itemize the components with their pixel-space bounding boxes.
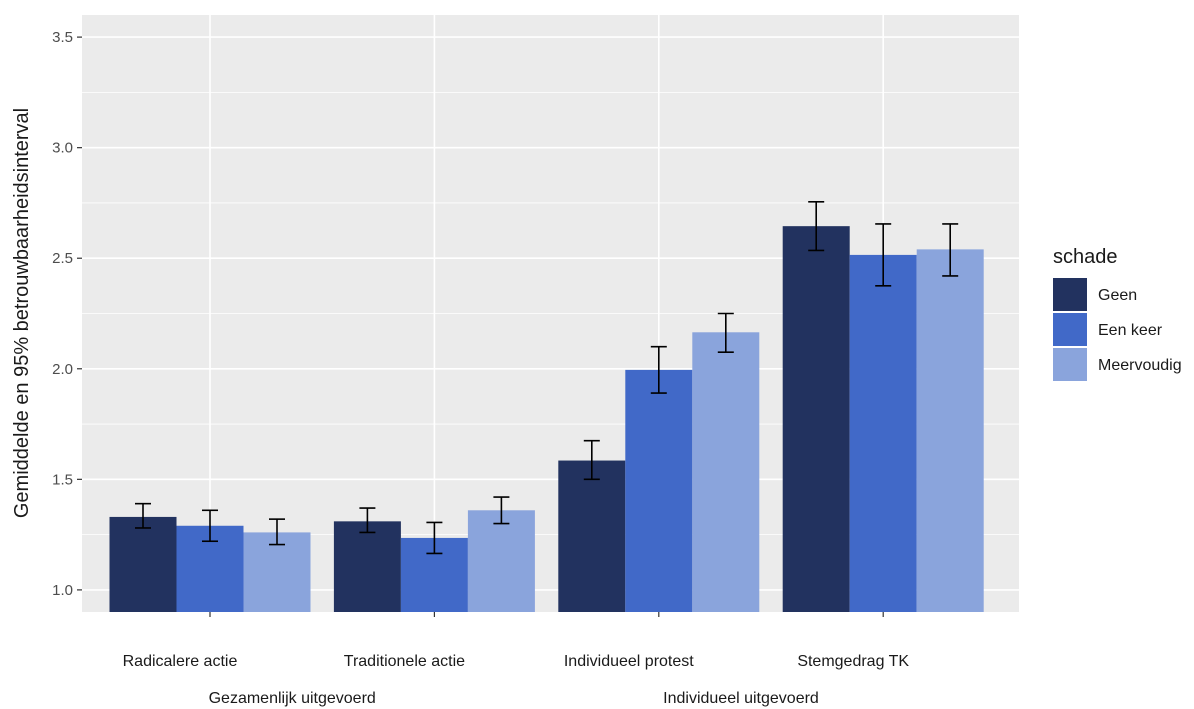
x-tick-label: Individueel protest <box>564 653 694 670</box>
x-axis: Radicalere actie Traditionele actie Indivi… <box>123 612 909 707</box>
x-tick-label: Stemgedrag TK <box>797 653 909 670</box>
legend-label: Meervoudig <box>1098 357 1182 374</box>
bar <box>243 532 311 612</box>
y-axis-label: Gemiddelde en 95% betrouwbaarheidsinterv… <box>11 108 33 518</box>
bars <box>109 226 984 612</box>
legend-label: Geen <box>1098 287 1137 304</box>
legend-key <box>1053 348 1087 381</box>
y-tick-label: 2.5 <box>52 250 73 267</box>
y-tick-label: 3.0 <box>52 140 73 157</box>
bar <box>782 226 850 612</box>
y-tick-label: 1.0 <box>52 582 73 599</box>
bar <box>916 249 984 612</box>
x-group-label: Gezamenlijk uitgevoerd <box>209 690 376 707</box>
y-tick-label: 1.5 <box>52 471 73 488</box>
y-tick-label: 3.5 <box>52 29 73 46</box>
bar <box>467 510 535 612</box>
bar <box>692 332 760 612</box>
bar <box>109 516 177 612</box>
legend-title: schade <box>1053 246 1118 268</box>
y-axis: 1.0 1.5 2.0 2.5 3.0 3.5 <box>52 29 82 599</box>
x-tick-label: Traditionele actie <box>344 653 465 670</box>
bar <box>625 369 693 612</box>
error-bars <box>135 201 959 555</box>
y-tick-label: 2.0 <box>52 361 73 378</box>
bar <box>333 521 401 612</box>
legend: schade Geen Een keer Meervoudig <box>1053 246 1182 381</box>
x-group-label: Individueel uitgevoerd <box>663 690 819 707</box>
legend-label: Een keer <box>1098 322 1163 339</box>
x-tick-label: Radicalere actie <box>123 653 238 670</box>
legend-key <box>1053 278 1087 311</box>
bar <box>849 254 917 612</box>
bar <box>558 460 626 612</box>
legend-key <box>1053 313 1087 346</box>
